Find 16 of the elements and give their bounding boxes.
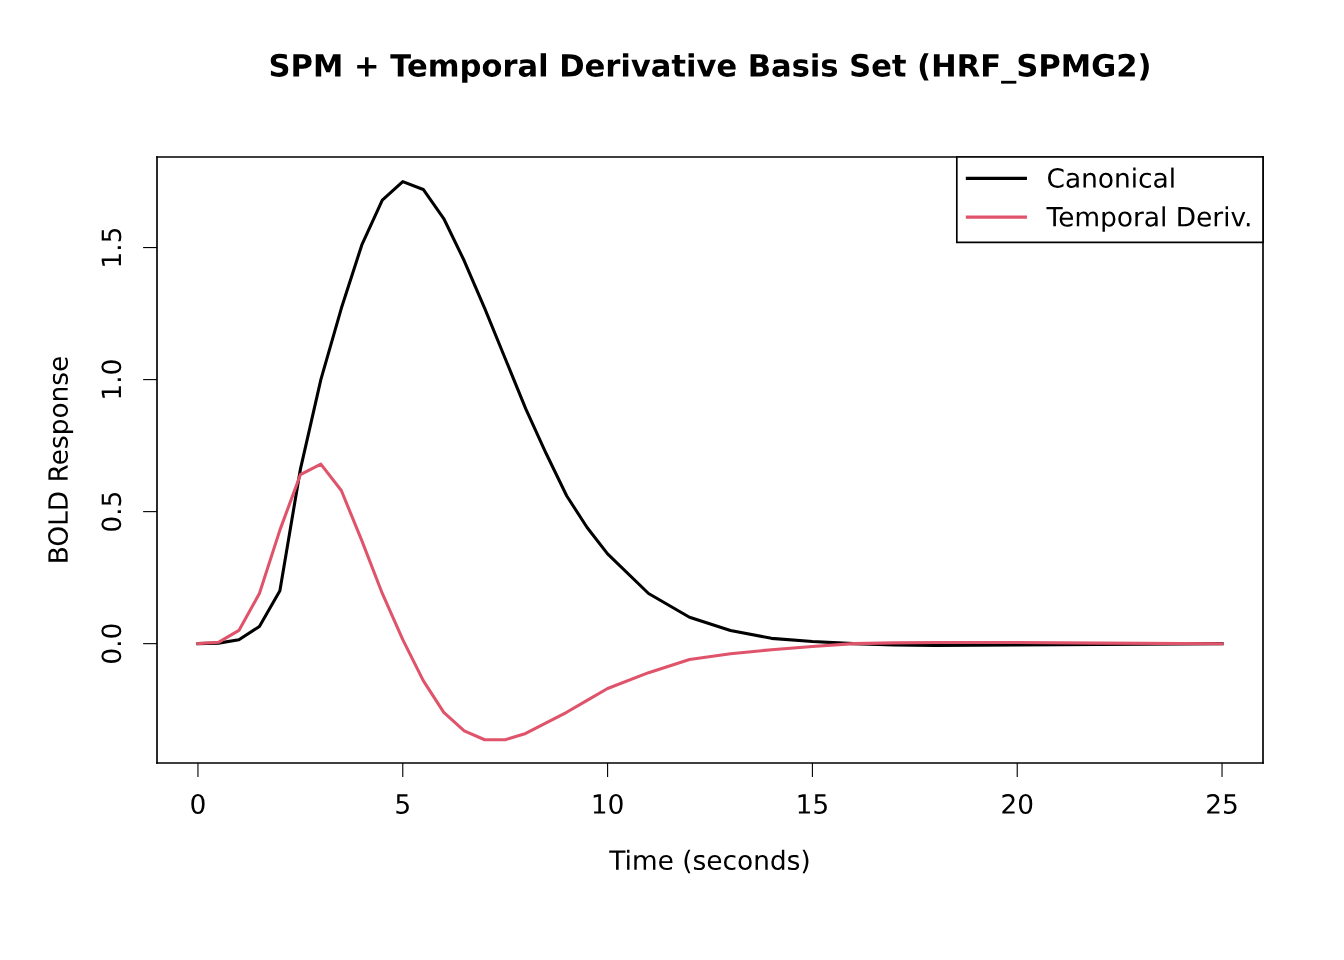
x-tick-label: 25 xyxy=(1207,794,1237,814)
x-tick-label: 20 xyxy=(1002,794,1033,814)
legend-label: Temporal Deriv. xyxy=(1046,206,1250,232)
x-tick-label: 0 xyxy=(191,794,205,814)
y-tick-label: 0.0 xyxy=(101,624,122,663)
x-tick-label: 10 xyxy=(593,794,623,814)
legend-label: Canonical xyxy=(1048,167,1174,188)
y-axis-title: BOLD Response xyxy=(48,357,74,562)
y-tick-label: 0.5 xyxy=(101,492,122,531)
x-tick-label: 15 xyxy=(798,794,827,814)
chart-title: SPM + Temporal Derivative Basis Set (HRF_SPMG2) xyxy=(270,53,1149,84)
x-axis-title: Time (seconds) xyxy=(609,849,809,874)
y-tick-label: 1.0 xyxy=(101,360,122,398)
y-tick-label: 1.5 xyxy=(101,228,122,266)
x-tick-label: 5 xyxy=(396,794,409,814)
line-series xyxy=(196,462,1224,742)
